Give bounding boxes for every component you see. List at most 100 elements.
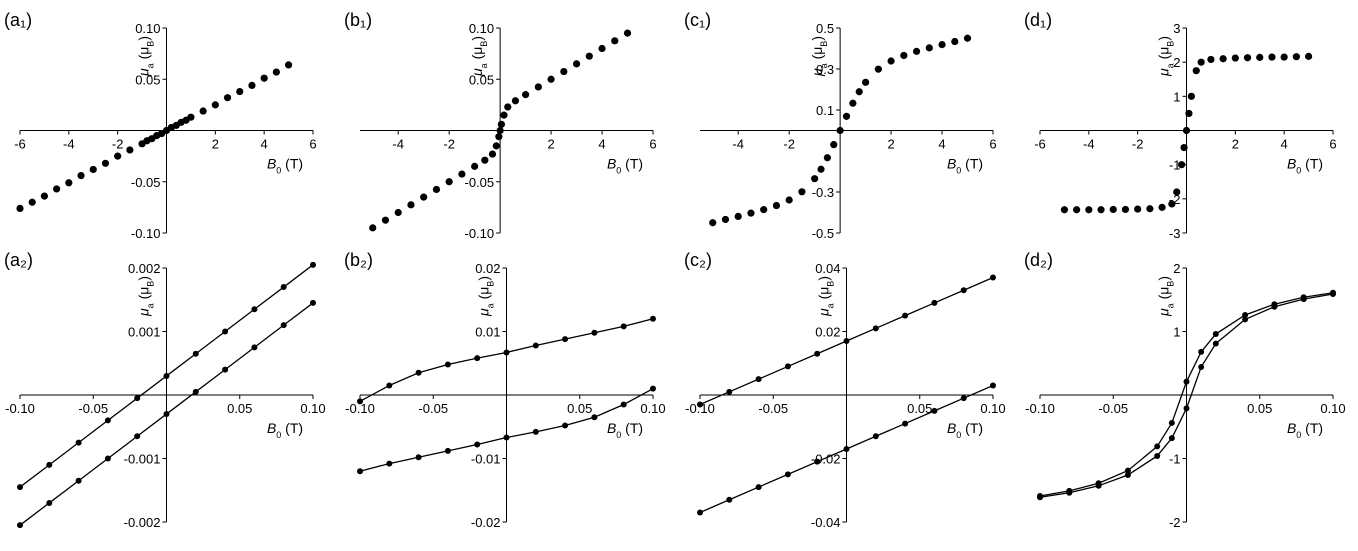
y-tick-label: 3	[1173, 21, 1180, 36]
x-axis-label-part: B	[267, 420, 276, 436]
x-axis-label-part: 0	[276, 166, 281, 176]
point	[1198, 348, 1205, 355]
x-tick-label: 4	[1281, 137, 1288, 152]
point	[784, 471, 791, 478]
point	[1168, 419, 1175, 426]
point	[1271, 303, 1278, 310]
x-axis-label-part: (T)	[621, 420, 643, 436]
point	[721, 215, 730, 224]
x-tick-label: -2	[1132, 137, 1144, 152]
x-tick-label: -2	[112, 137, 124, 152]
point	[1085, 206, 1093, 214]
point	[415, 369, 422, 376]
x-axis-label: B0 (T)	[1287, 156, 1323, 176]
y-axis-label-part: )	[809, 36, 825, 41]
y-axis-label-part: (μ	[476, 287, 492, 304]
x-tick-label: 0.05	[227, 401, 252, 416]
x-axis-label-part: B	[947, 156, 956, 172]
panel: -6 -4 -2 2 4 60.100.05-0.05-0.10(a₁)μa (μB)B0…	[4, 10, 317, 241]
y-axis-label-part: a	[486, 303, 496, 308]
point	[1109, 205, 1117, 214]
point	[534, 83, 542, 91]
point	[620, 323, 627, 330]
plot-area	[369, 29, 632, 232]
plot-area	[697, 274, 996, 516]
x-axis-label-part: (T)	[1301, 156, 1323, 172]
x-axis-label-part: 0	[276, 430, 281, 440]
point	[369, 224, 377, 232]
point	[960, 395, 967, 402]
y-axis-label-part: )	[1156, 276, 1172, 281]
point	[223, 94, 232, 102]
point	[842, 112, 851, 120]
y-axis-label-part: B	[819, 41, 829, 47]
point	[862, 78, 870, 86]
point	[1268, 53, 1276, 61]
y-axis-label-part: (μ	[1156, 47, 1172, 64]
y-axis-label-part: a	[1166, 303, 1176, 308]
y-tick-label: 0.05	[135, 72, 160, 87]
point	[445, 178, 453, 186]
point	[1183, 378, 1190, 385]
point	[726, 388, 733, 395]
point	[830, 141, 838, 149]
x-tick-label: -4	[732, 137, 744, 152]
point	[1168, 435, 1175, 442]
point	[532, 428, 539, 435]
y-axis-label-part: a	[1166, 63, 1176, 68]
x-tick-label: -0.05	[418, 401, 448, 416]
y-axis-label-part: μ	[469, 68, 485, 77]
point	[814, 458, 821, 465]
x-axis-label-part: B	[607, 156, 616, 172]
point	[585, 52, 593, 60]
y-axis-label: μa (μB)	[1156, 36, 1176, 77]
x-tick-label: 2	[212, 137, 219, 152]
point	[386, 382, 393, 389]
y-axis-label-part: μ	[1156, 308, 1172, 317]
y-axis-label: μa (μB)	[816, 276, 836, 317]
y-axis-label-part: (μ	[136, 47, 152, 64]
point	[65, 179, 73, 187]
point	[855, 88, 863, 96]
x-axis-label: B0 (T)	[607, 156, 643, 176]
y-tick-label: 0.002	[128, 261, 161, 276]
point	[444, 361, 451, 368]
x-axis-label: B0 (T)	[947, 156, 983, 176]
point	[1231, 54, 1239, 62]
y-tick-label: -0.05	[464, 175, 494, 190]
point	[458, 170, 466, 178]
point	[511, 97, 520, 105]
y-axis-label-part: B	[479, 41, 489, 47]
x-tick-label: -0.10	[1025, 401, 1055, 416]
x-tick-label: -0.05	[758, 401, 788, 416]
y-axis-label-part: )	[136, 276, 152, 281]
point	[280, 284, 287, 291]
point	[1304, 52, 1313, 60]
point	[496, 126, 504, 135]
y-tick-label: -3	[1169, 226, 1181, 241]
point	[836, 126, 844, 135]
x-axis-label-part: B	[947, 420, 956, 436]
x-axis-label: B0 (T)	[947, 420, 983, 440]
x-tick-label: 6	[649, 137, 656, 152]
panel-label: (d₁)	[1024, 10, 1052, 30]
point	[1256, 53, 1264, 61]
y-tick-label: -2	[1169, 515, 1181, 530]
point	[53, 185, 61, 193]
y-axis-label-part: μ	[809, 68, 825, 77]
y-tick-label: 0.04	[815, 261, 840, 276]
x-tick-label: 0.05	[1247, 401, 1272, 416]
panel-label: (c₁)	[684, 10, 711, 30]
y-tick-label: 0.02	[475, 261, 500, 276]
point	[784, 363, 791, 370]
point	[798, 188, 806, 196]
x-tick-label: -6	[14, 137, 26, 152]
point	[562, 336, 569, 343]
point	[495, 133, 503, 141]
point	[1198, 364, 1205, 371]
point	[1182, 126, 1191, 135]
point	[532, 342, 539, 349]
y-axis-label: μa (μB)	[1156, 276, 1176, 317]
point	[1183, 405, 1190, 412]
